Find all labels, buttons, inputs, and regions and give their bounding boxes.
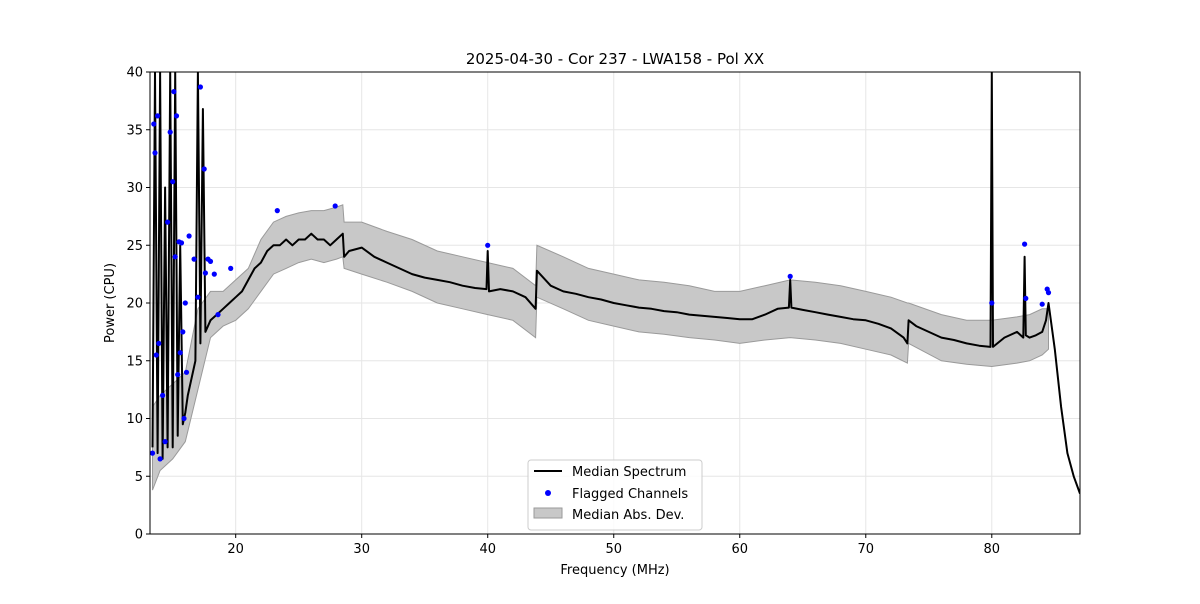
flagged-channel-point [215, 312, 221, 318]
flagged-channel-point [160, 392, 166, 398]
mad-band [152, 204, 1049, 491]
flagged-channel-point [151, 121, 157, 127]
flagged-channel-point [152, 150, 158, 156]
legend-median-label: Median Spectrum [572, 465, 686, 480]
x-tick-label: 60 [731, 542, 748, 557]
flagged-points-layer [149, 84, 1052, 462]
flagged-channel-point [485, 242, 491, 248]
x-axis-label: Frequency (MHz) [560, 563, 669, 578]
flagged-channel-point [175, 372, 181, 378]
flagged-channel-point [1022, 241, 1028, 247]
flagged-channel-point [191, 256, 197, 262]
flagged-channel-point [155, 113, 161, 119]
flagged-channel-point [177, 350, 183, 356]
flagged-channel-point [1023, 295, 1029, 301]
y-tick-label: 30 [126, 181, 143, 196]
chart-title: 2025-04-30 - Cor 237 - LWA158 - Pol XX [466, 50, 764, 68]
flagged-channel-point [181, 415, 187, 422]
legend-box [527, 459, 703, 531]
median-spectrum-line [151, 72, 1080, 494]
flagged-channel-point [153, 352, 159, 358]
flagged-channel-point [989, 300, 995, 306]
flagged-channel-point [207, 258, 214, 264]
flagged-channel-point [274, 208, 280, 214]
flagged-channel-point [201, 166, 207, 172]
y-tick-label: 5 [135, 470, 143, 485]
y-tick-label: 15 [126, 354, 143, 369]
x-tick-label: 30 [353, 542, 370, 557]
flagged-channel-point [180, 329, 186, 335]
y-axis-label: Power (CPU) [103, 263, 118, 343]
y-tick-label: 25 [126, 239, 143, 254]
x-tick-label: 50 [605, 542, 622, 557]
x-tick-label: 70 [857, 542, 874, 557]
flagged-channel-point [171, 89, 177, 95]
flagged-channel-point [787, 273, 793, 279]
y-tick-label: 40 [126, 66, 143, 81]
x-tick-label: 20 [227, 542, 244, 557]
flagged-channel-point [170, 179, 176, 185]
legend: Median Spectrum Flagged Channels Median … [527, 459, 703, 531]
tick-layer: 20 30 40 50 60 70 80 0 5 10 15 20 25 30 35 40 [126, 66, 1000, 558]
flagged-channel-point [178, 240, 185, 246]
y-tick-label: 35 [126, 123, 143, 138]
flagged-channel-point [197, 84, 203, 90]
legend-flagged-swatch [545, 490, 551, 496]
flagged-channel-point [162, 439, 168, 445]
flagged-channel-point [156, 340, 162, 346]
flagged-channel-point [195, 294, 201, 300]
median-line-layer [151, 72, 1080, 494]
x-tick-label: 40 [479, 542, 496, 557]
flagged-channel-point [173, 113, 180, 119]
flagged-channel-point [167, 129, 173, 135]
flagged-channel-point [157, 456, 163, 462]
flagged-channel-point [1039, 301, 1045, 307]
y-tick-label: 10 [126, 412, 143, 427]
y-tick-label: 0 [135, 528, 143, 543]
flagged-channel-point [183, 369, 190, 375]
flagged-channel-point [165, 219, 171, 225]
y-tick-label: 20 [126, 297, 143, 312]
flagged-channel-point [211, 271, 217, 277]
legend-mad-swatch [533, 507, 563, 519]
flagged-channel-point [182, 300, 188, 306]
flagged-channel-point [332, 203, 338, 209]
mad-band-layer [152, 204, 1049, 491]
legend-mad-label: Median Abs. Dev. [572, 508, 684, 523]
x-tick-label: 80 [984, 542, 1001, 557]
flagged-channel-point [149, 450, 156, 456]
flagged-channel-point [202, 270, 208, 276]
flagged-channel-point [1045, 290, 1052, 296]
flagged-channel-point [228, 265, 234, 271]
legend-flagged-label: Flagged Channels [572, 487, 688, 502]
flagged-channel-point [186, 233, 192, 239]
flagged-channel-point [172, 254, 178, 260]
